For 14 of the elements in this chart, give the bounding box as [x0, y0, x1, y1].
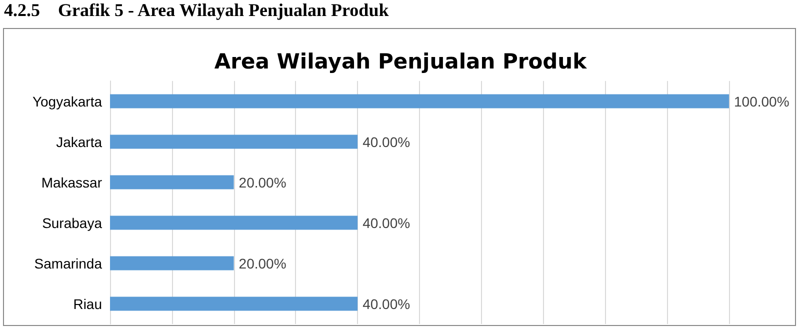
y-tick-label: Yogyakarta	[32, 93, 102, 110]
data-label: 40.00%	[362, 296, 410, 312]
data-label: 20.00%	[238, 255, 286, 272]
text: 4.2.5 Grafik 5 - Area Wilayah Penjualan Produk	[4, 0, 389, 21]
chart-title: Area Wilayah Penjualan Produk	[214, 50, 588, 74]
y-tick-label: Samarinda	[34, 255, 102, 272]
y-tick-label: Surabaya	[42, 214, 102, 231]
data-label: 40.00%	[362, 214, 410, 231]
y-tick-label: Makassar	[41, 174, 102, 190]
y-tick-label: Jakarta	[56, 134, 102, 150]
data-label: 20.00%	[238, 174, 286, 190]
data-label: 100.00%	[734, 93, 790, 110]
data-label: 40.00%	[362, 134, 410, 150]
y-tick-label: Riau	[73, 296, 102, 312]
